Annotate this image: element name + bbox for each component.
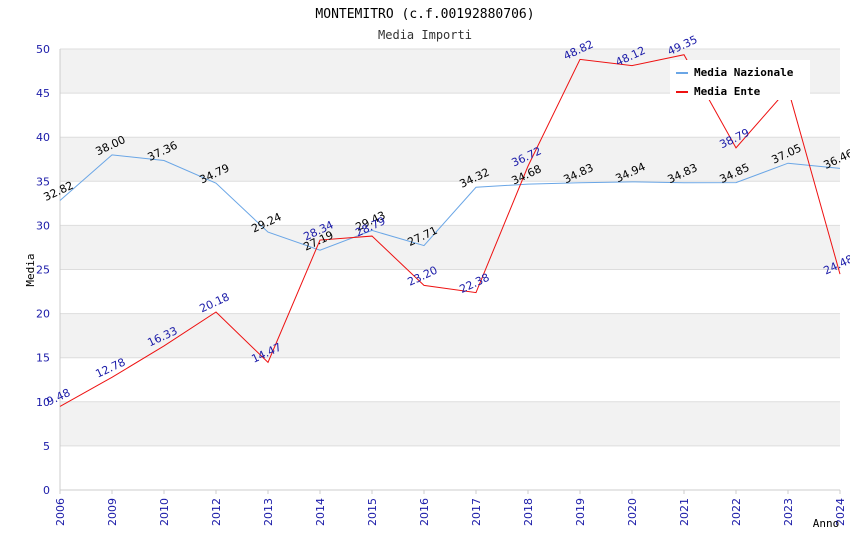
grid-band: [60, 269, 840, 314]
x-tick-label: 2024: [834, 498, 847, 526]
legend-label: Media Nazionale: [694, 66, 794, 79]
grid-band: [60, 357, 840, 402]
y-tick-label: 45: [36, 87, 50, 100]
x-tick-label: 2017: [470, 498, 483, 526]
x-tick-label: 2013: [262, 498, 275, 526]
x-axis-label: Anno: [813, 517, 840, 530]
legend: Media Nazionale Media Ente: [670, 60, 810, 100]
y-axis-label: Media: [24, 253, 37, 286]
x-tick-label: 2012: [210, 498, 223, 526]
series-line-media-nazionale: [59, 154, 841, 251]
grid-band: [60, 401, 840, 446]
x-tick-label: 2015: [366, 498, 379, 526]
series-line-media-ente: [59, 54, 841, 407]
grid-band: [60, 181, 840, 226]
chart-title: MONTEMITRO (c.f.00192880706): [315, 7, 534, 22]
y-tick-label: 35: [36, 175, 50, 188]
y-tick-label: 30: [36, 219, 50, 232]
x-tick-label: 2019: [574, 498, 587, 526]
series-lines: [59, 54, 841, 407]
y-tick-label: 25: [36, 264, 50, 277]
grid-band: [60, 313, 840, 358]
x-tick-label: 2023: [782, 498, 795, 526]
x-tick-label: 2014: [314, 498, 327, 526]
legend-label: Media Ente: [694, 85, 761, 98]
grid-band: [60, 445, 840, 490]
chart-subtitle: Media Importi: [378, 28, 472, 42]
y-axis-ticks: 0 5 10 15 20 25 30 35 40 45 50: [36, 43, 50, 497]
y-tick-label: 20: [36, 308, 50, 321]
legend-box: [670, 60, 810, 100]
x-tick-label: 2006: [54, 498, 67, 526]
x-tick-label: 2016: [418, 498, 431, 526]
grid-band: [60, 137, 840, 182]
x-axis-ticks: 2006 2009 2010 2012 2013 2014 2015 2016 2017 2018…: [54, 490, 847, 526]
x-tick-label: 2010: [158, 498, 171, 526]
x-tick-label: 2018: [522, 498, 535, 526]
axes: [59, 49, 840, 491]
y-tick-label: 0: [43, 484, 50, 497]
y-tick-label: 10: [36, 396, 50, 409]
x-tick-label: 2009: [106, 498, 119, 526]
y-tick-label: 5: [43, 440, 50, 453]
x-tick-label: 2022: [730, 498, 743, 526]
x-tick-label: 2020: [626, 498, 639, 526]
x-tick-label: 2021: [678, 498, 691, 526]
grid-band: [60, 225, 840, 270]
y-tick-label: 50: [36, 43, 50, 56]
grid-bands: [60, 49, 840, 490]
y-tick-label: 15: [36, 352, 50, 365]
y-tick-label: 40: [36, 131, 50, 144]
